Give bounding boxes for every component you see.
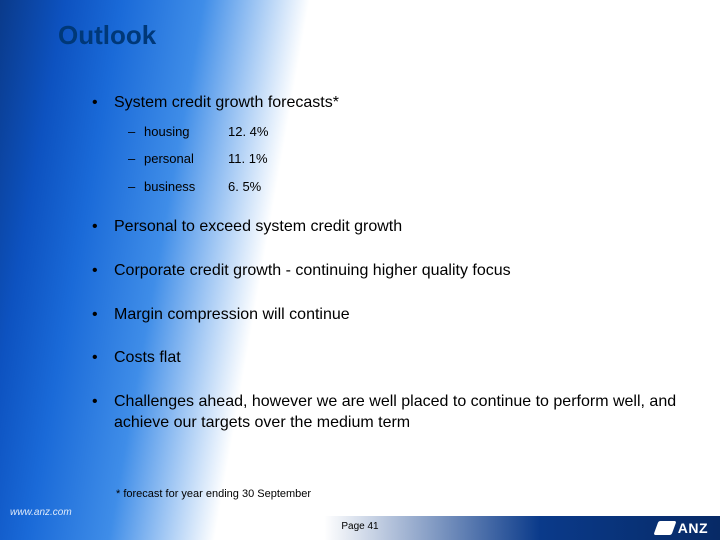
forecast-row: housing 12. 4% xyxy=(128,124,690,140)
forecast-value: 12. 4% xyxy=(228,124,268,140)
forecast-row: business 6. 5% xyxy=(128,179,690,195)
logo-text: ANZ xyxy=(678,520,708,536)
bullet-text: Corporate credit growth - continuing hig… xyxy=(114,262,511,279)
bullet-forecasts-heading: System credit growth forecasts* housing … xyxy=(90,92,690,194)
bullet-text: Personal to exceed system credit growth xyxy=(114,218,402,235)
forecast-label: personal xyxy=(144,151,228,167)
anz-logo: ANZ xyxy=(656,520,708,536)
bullet-item: Challenges ahead, however we are well pl… xyxy=(90,391,690,434)
bullet-text: Costs flat xyxy=(114,349,181,366)
content-area: System credit growth forecasts* housing … xyxy=(90,92,690,456)
forecast-value: 11. 1% xyxy=(228,151,268,167)
forecast-label: business xyxy=(144,179,228,195)
slide-title: Outlook xyxy=(58,20,156,51)
slide: Outlook System credit growth forecasts* … xyxy=(0,0,720,540)
forecast-row: personal 11. 1% xyxy=(128,151,690,167)
footnote: * forecast for year ending 30 September xyxy=(116,488,311,500)
bullet-text: System credit growth forecasts* xyxy=(114,94,339,111)
page-number: Page 41 xyxy=(341,521,378,532)
bullet-item: Costs flat xyxy=(90,347,690,369)
footer-url: www.anz.com xyxy=(10,507,72,518)
bullet-item: Margin compression will continue xyxy=(90,304,690,326)
forecast-label: housing xyxy=(144,124,228,140)
bullet-item: Corporate credit growth - continuing hig… xyxy=(90,260,690,282)
forecast-list: housing 12. 4% personal 11. 1% business … xyxy=(128,124,690,195)
bullet-text: Challenges ahead, however we are well pl… xyxy=(114,393,676,432)
bullet-item: Personal to exceed system credit growth xyxy=(90,216,690,238)
bullet-text: Margin compression will continue xyxy=(114,306,350,323)
forecast-value: 6. 5% xyxy=(228,179,261,195)
logo-icon xyxy=(653,521,676,535)
